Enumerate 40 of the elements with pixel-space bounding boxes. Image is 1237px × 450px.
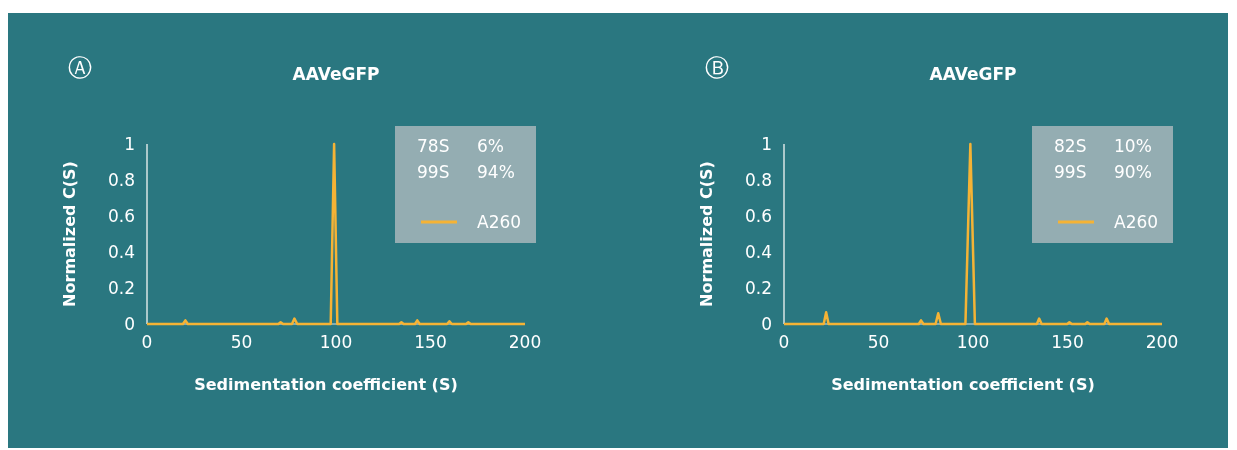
chart-title: AAVeGFP — [292, 64, 380, 84]
y-tick-label: 0.8 — [744, 169, 772, 190]
x-axis-title: Sedimentation coefficient (S) — [831, 375, 1095, 394]
x-tick-label: 200 — [508, 332, 542, 352]
y-tick-label: 0.4 — [107, 241, 135, 262]
x-tick-label: 200 — [1145, 332, 1179, 352]
x-tick-label: 50 — [867, 332, 890, 352]
annotation: 99S — [1054, 162, 1087, 182]
y-tick-label: 0.2 — [107, 277, 135, 298]
y-tick-label: 0.6 — [744, 205, 772, 226]
annotation: 99S — [417, 162, 450, 182]
x-tick-label: 150 — [414, 332, 447, 352]
legend-label: A260 — [1114, 211, 1159, 232]
y-tick-label: 0 — [124, 313, 135, 334]
y-tick-label: 0.8 — [107, 169, 135, 190]
chart-title: AAVeGFP — [929, 64, 1017, 84]
annotation: 90% — [1114, 162, 1152, 182]
x-axis-title: Sedimentation coefficient (S) — [194, 375, 458, 394]
annotation: 6% — [477, 136, 504, 156]
y-tick-label: 0 — [761, 313, 772, 334]
y-tick-label: 0.4 — [744, 241, 772, 262]
x-tick-label: 0 — [141, 332, 153, 352]
y-tick-label: 0.6 — [107, 205, 135, 226]
x-tick-label: 100 — [319, 332, 353, 352]
legend-label: A260 — [477, 211, 522, 232]
y-tick-label: 1 — [124, 133, 135, 154]
y-tick-label: 1 — [761, 133, 772, 154]
y-tick-label: 0.2 — [744, 277, 772, 298]
annotation: 82S — [1054, 136, 1087, 156]
y-axis-title: Normalized C(S) — [697, 161, 716, 307]
x-tick-label: 150 — [1051, 332, 1084, 352]
text: Ⓐ — [68, 54, 92, 82]
y-axis-title: Normalized C(S) — [60, 161, 79, 307]
annotation: 78S — [417, 136, 450, 156]
x-tick-label: 100 — [956, 332, 990, 352]
annotation: 10% — [1114, 136, 1152, 156]
x-tick-label: 50 — [230, 332, 253, 352]
annotation: 94% — [477, 162, 515, 182]
x-tick-label: 0 — [778, 332, 790, 352]
text: Ⓑ — [705, 54, 729, 82]
